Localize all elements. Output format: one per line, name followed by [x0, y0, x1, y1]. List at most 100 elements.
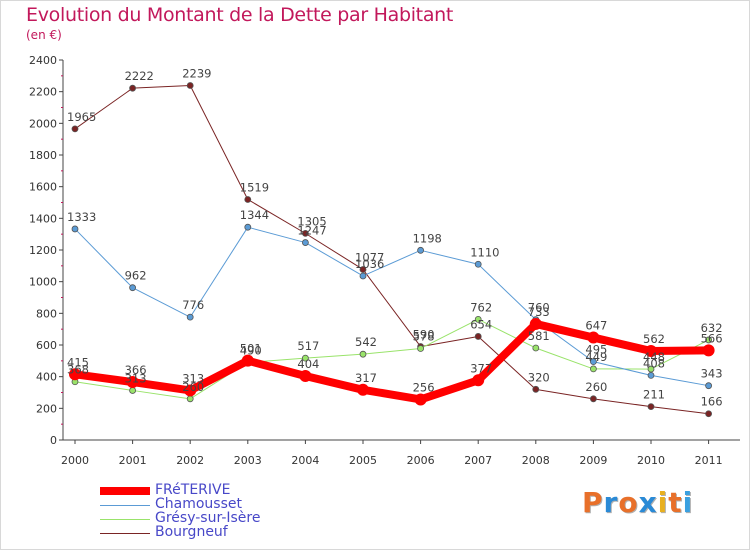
data-label: 1110: [470, 245, 499, 259]
data-point: [244, 196, 252, 203]
logo-letter: P: [582, 486, 604, 519]
data-label: 1519: [240, 180, 269, 194]
data-point: [645, 345, 657, 358]
data-point: [474, 260, 482, 268]
data-label: 260: [182, 380, 204, 394]
series-line-2: [74, 318, 710, 400]
data-label: 404: [297, 357, 319, 371]
data-point: [241, 354, 254, 367]
series-line-3: [74, 84, 710, 415]
data-label: 647: [585, 319, 607, 333]
legend-swatch: [100, 487, 150, 495]
data-label: 211: [643, 388, 665, 402]
data-point: [359, 350, 367, 358]
data-point: [532, 385, 540, 393]
data-point: [417, 345, 425, 352]
data-label: 448: [643, 350, 665, 364]
data-label: 1247: [297, 224, 326, 238]
x-tick-label: 2002: [176, 454, 204, 467]
data-point: [474, 333, 482, 340]
data-label: 490: [240, 343, 262, 357]
data-point: [126, 376, 139, 389]
data-label: 762: [470, 300, 492, 314]
series-line-1: [74, 226, 710, 387]
legend-label: Bourgneuf: [155, 524, 228, 540]
y-tick-label: 2000: [29, 117, 57, 130]
chart-subtitle: (en €): [26, 28, 62, 42]
data-label: 776: [182, 298, 204, 312]
data-label: 578: [413, 329, 435, 343]
x-tick-label: 2010: [637, 454, 665, 467]
y-tick-label: 1200: [29, 244, 57, 257]
data-label: 1077: [355, 250, 384, 264]
data-point: [702, 344, 715, 357]
data-label: 320: [528, 370, 550, 384]
data-point: [587, 331, 600, 344]
data-label: 1036: [355, 257, 384, 271]
data-point: [472, 374, 485, 387]
data-point: [71, 225, 79, 233]
logo-letter: x: [638, 486, 658, 519]
chart-title: Evolution du Montant de la Dette par Hab…: [26, 4, 454, 26]
x-tick-label: 2005: [349, 454, 377, 467]
x-tick-label: 2001: [119, 454, 147, 467]
data-label: 2239: [182, 66, 211, 80]
data-point: [590, 358, 597, 366]
x-tick-label: 2000: [61, 454, 89, 467]
data-label: 590: [413, 328, 435, 342]
logo-letter: o: [618, 486, 639, 519]
data-label: 562: [643, 332, 665, 346]
data-label: 1344: [240, 208, 269, 222]
logo-letter: i: [682, 486, 694, 519]
data-label: 368: [67, 363, 89, 377]
legend-swatch: [100, 532, 150, 534]
data-point: [69, 368, 81, 381]
data-point: [705, 382, 712, 390]
data-point: [129, 84, 137, 92]
data-label: 313: [182, 371, 204, 385]
data-label: 542: [355, 335, 377, 349]
data-point: [417, 246, 425, 254]
x-tick-label: 2011: [695, 454, 723, 467]
y-tick-label: 0: [50, 434, 57, 447]
data-label: 366: [125, 363, 147, 377]
data-label: 632: [701, 321, 723, 335]
y-tick-label: 1600: [29, 181, 57, 194]
data-label: 415: [67, 355, 89, 369]
data-point: [359, 266, 367, 273]
data-label: 760: [528, 301, 550, 315]
y-tick-label: 800: [36, 307, 57, 320]
data-point: [129, 284, 137, 292]
data-label: 2222: [125, 69, 154, 83]
data-label: 256: [413, 380, 435, 394]
data-point: [299, 370, 312, 383]
legend-swatch: [100, 518, 150, 520]
data-label: 962: [125, 269, 147, 283]
data-label: 566: [701, 331, 723, 345]
data-label: 654: [470, 317, 492, 331]
data-point: [590, 365, 597, 373]
data-point: [244, 223, 252, 231]
data-point: [359, 272, 367, 280]
data-point: [705, 336, 712, 344]
data-point: [357, 383, 369, 396]
x-tick-label: 2009: [579, 454, 607, 467]
data-point: [647, 403, 655, 410]
data-point: [474, 315, 482, 323]
data-label: 449: [585, 350, 607, 364]
data-point: [647, 371, 655, 379]
y-tick-label: 200: [36, 402, 57, 415]
data-point: [71, 125, 79, 133]
data-label: 1333: [67, 210, 96, 224]
data-point: [186, 313, 194, 321]
x-tick-label: 2007: [464, 454, 492, 467]
x-tick-label: 2004: [291, 454, 319, 467]
data-label: 733: [528, 305, 550, 319]
x-tick-label: 2003: [234, 454, 262, 467]
data-label: 517: [297, 339, 319, 353]
legend-swatch: [100, 504, 150, 506]
data-label: 1305: [297, 214, 326, 228]
data-label: 1965: [67, 110, 96, 124]
y-tick-label: 1800: [29, 149, 57, 162]
data-point: [184, 384, 197, 397]
